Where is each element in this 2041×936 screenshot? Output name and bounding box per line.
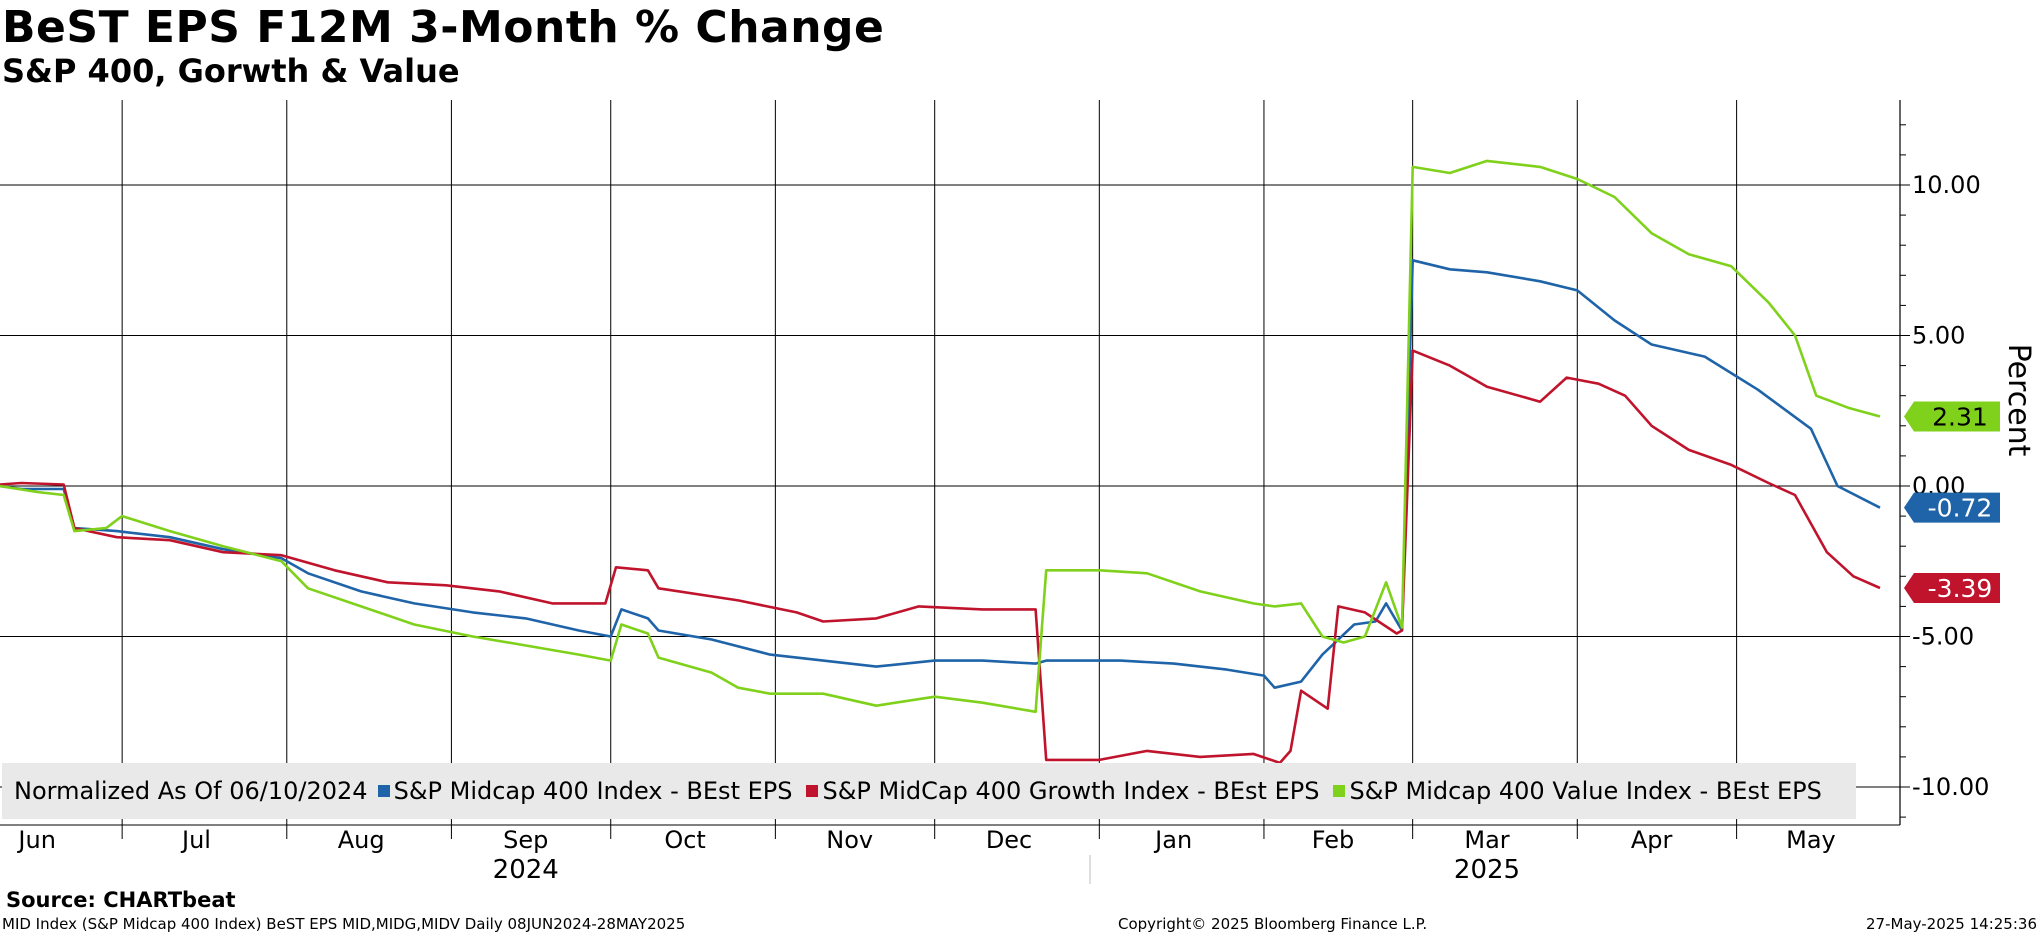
legend-item-midcap: S&P Midcap 400 Index - BEst EPS bbox=[377, 777, 793, 805]
legend: Normalized As Of 06/10/2024 S&P Midcap 4… bbox=[2, 763, 1856, 819]
y-tick-label: -10.00 bbox=[1912, 773, 1989, 801]
x-tick-label: Jan bbox=[1153, 826, 1192, 854]
y-tick-label: -5.00 bbox=[1912, 623, 1974, 651]
footer-timestamp: 27-May-2025 14:25:36 bbox=[1866, 915, 2037, 933]
last-value-badge-2 bbox=[1904, 573, 2000, 604]
last-value-label-2: -3.39 bbox=[1928, 574, 1993, 603]
chart-subtitle: S&P 400, Gorwth & Value bbox=[2, 52, 460, 90]
x-tick-label: Nov bbox=[826, 826, 873, 854]
legend-label-growth: S&P MidCap 400 Growth Index - BEst EPS bbox=[822, 777, 1320, 805]
x-tick-label: May bbox=[1786, 826, 1836, 854]
x-year-label: 2025 bbox=[1454, 855, 1520, 885]
y-tick-label: 5.00 bbox=[1912, 322, 1965, 350]
last-value-label-0: 2.31 bbox=[1932, 402, 1988, 431]
x-tick-label: Apr bbox=[1631, 826, 1673, 854]
legend-label-value: S&P Midcap 400 Value Index - BEst EPS bbox=[1349, 777, 1822, 805]
x-tick-label: Dec bbox=[986, 826, 1032, 854]
x-tick-label: Mar bbox=[1464, 826, 1509, 854]
y-tick-label: 10.00 bbox=[1912, 171, 1981, 199]
last-value-badge-1 bbox=[1904, 492, 2000, 523]
chart-title: BeST EPS F12M 3-Month % Change bbox=[2, 2, 885, 53]
x-tick-label: Oct bbox=[664, 826, 706, 854]
x-tick-label: Jul bbox=[180, 826, 211, 854]
legend-item-value: S&P Midcap 400 Value Index - BEst EPS bbox=[1333, 777, 1822, 805]
legend-swatch-value bbox=[1333, 785, 1346, 797]
legend-label-midcap: S&P Midcap 400 Index - BEst EPS bbox=[393, 777, 793, 805]
legend-swatch-growth bbox=[806, 785, 819, 797]
last-value-label-1: -0.72 bbox=[1928, 494, 1993, 523]
last-value-badge-0 bbox=[1904, 401, 2000, 432]
x-tick-label: Aug bbox=[338, 826, 385, 854]
footer-left: MID Index (S&P Midcap 400 Index) BeST EP… bbox=[2, 915, 686, 933]
series-lines bbox=[0, 159, 1881, 765]
legend-item-growth: S&P MidCap 400 Growth Index - BEst EPS bbox=[806, 777, 1319, 805]
series-line-2 bbox=[0, 159, 1881, 714]
footer-copyright: Copyright© 2025 Bloomberg Finance L.P. bbox=[1118, 915, 1428, 933]
y-axis-label: Percent bbox=[2001, 344, 2036, 457]
gridlines bbox=[0, 100, 1900, 825]
series-line-1 bbox=[0, 349, 1881, 765]
legend-normalized-note: Normalized As Of 06/10/2024 bbox=[14, 777, 368, 805]
x-tick-label: Sep bbox=[503, 826, 548, 854]
source-note: Source: CHARTbeat bbox=[6, 888, 236, 912]
legend-swatch-midcap bbox=[377, 785, 390, 797]
x-year-label: 2024 bbox=[493, 855, 559, 885]
series-line-0 bbox=[0, 259, 1881, 689]
last-value-badges: 2.31 -0.72 -3.39 bbox=[1904, 401, 2000, 604]
x-tick-label: Feb bbox=[1312, 826, 1355, 854]
x-tick-label: Jun bbox=[16, 826, 56, 854]
